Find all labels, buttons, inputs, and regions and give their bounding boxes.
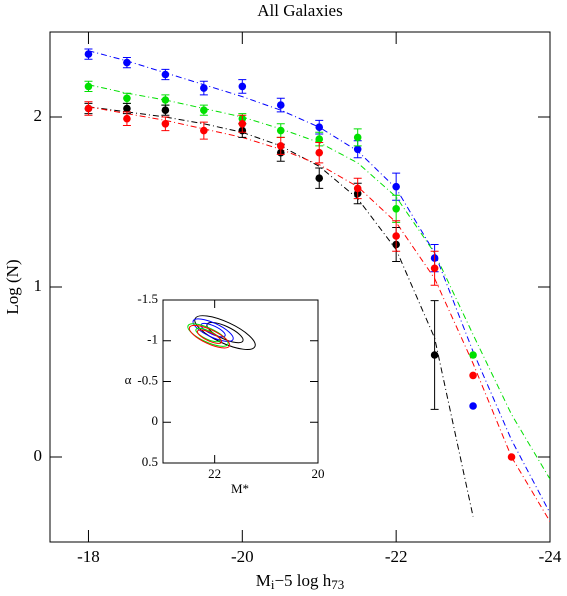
contour	[194, 315, 256, 350]
data-point	[392, 205, 400, 213]
y-tick-label: 0	[34, 446, 43, 465]
data-point	[430, 351, 439, 359]
data-point	[469, 402, 477, 410]
data-point	[123, 94, 131, 103]
data-point	[161, 106, 170, 114]
contour	[195, 327, 221, 343]
data-point	[353, 184, 362, 193]
inset-x-tick-label: 22	[208, 466, 221, 481]
data-point	[200, 106, 208, 114]
x-tick-label: -18	[77, 547, 100, 566]
data-point	[161, 120, 170, 128]
data-point	[315, 123, 324, 131]
data-point	[84, 82, 93, 91]
inset-frame	[162, 299, 319, 464]
inset-x-label: M*	[231, 481, 249, 496]
data-point	[84, 50, 93, 58]
data-point	[392, 182, 400, 191]
chart-title: All Galaxies	[257, 1, 342, 20]
data-point	[353, 145, 362, 154]
contour	[188, 324, 231, 349]
data-point	[276, 126, 285, 135]
x-tick-label: -24	[539, 547, 562, 566]
x-tick-label: -22	[385, 547, 408, 566]
data-point	[469, 371, 477, 380]
data-point	[315, 174, 324, 182]
inset-y-tick-label: -1.5	[137, 291, 158, 306]
data-point	[353, 133, 362, 142]
inset-y-tick-label: 0.5	[142, 454, 158, 469]
inset-y-tick-label: 0	[152, 413, 159, 428]
x-tick-label: -20	[231, 547, 254, 566]
data-point	[123, 114, 131, 123]
data-point	[238, 82, 247, 91]
data-point	[84, 104, 93, 113]
contour	[196, 329, 223, 344]
inset-x-tick-label: 20	[312, 466, 325, 481]
data-point	[315, 148, 324, 157]
contour	[187, 323, 229, 347]
data-point	[392, 232, 400, 240]
data-point	[430, 264, 439, 273]
x-axis-label: Mi−5 log h73	[256, 571, 345, 592]
data-point	[276, 142, 285, 150]
contours	[187, 315, 256, 350]
data-point	[200, 84, 208, 92]
data-point	[123, 58, 131, 67]
data-point	[507, 453, 516, 461]
inset-y-tick-label: -1	[147, 332, 158, 347]
data-point	[161, 70, 170, 79]
data-point	[238, 120, 247, 128]
y-axis-label: Log (N)	[3, 259, 22, 314]
inset-y-label: α	[125, 372, 132, 387]
y-tick-label: 1	[34, 276, 43, 295]
contour	[206, 321, 244, 344]
data-point	[123, 104, 131, 113]
inset-y-tick-label: -0.5	[137, 372, 158, 387]
data-point	[200, 126, 208, 135]
data-point	[315, 135, 324, 143]
y-tick-label: 2	[34, 106, 43, 125]
contour	[192, 318, 234, 342]
data-point	[161, 96, 170, 104]
data-point	[469, 351, 477, 359]
data-point	[276, 101, 285, 109]
